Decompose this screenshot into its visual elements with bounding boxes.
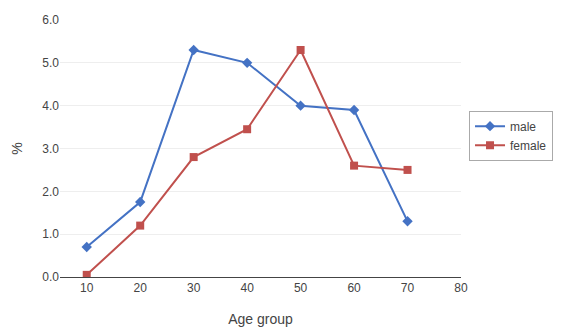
svg-text:1.0: 1.0 xyxy=(42,227,59,241)
svg-text:4.0: 4.0 xyxy=(42,99,59,113)
svg-text:6.0: 6.0 xyxy=(42,13,59,27)
svg-text:40: 40 xyxy=(240,281,254,295)
svg-text:70: 70 xyxy=(401,281,415,295)
svg-text:30: 30 xyxy=(187,281,201,295)
svg-text:5.0: 5.0 xyxy=(42,56,59,70)
svg-text:60: 60 xyxy=(347,281,361,295)
svg-text:Age group: Age group xyxy=(228,311,293,327)
svg-text:3.0: 3.0 xyxy=(42,142,59,156)
svg-text:female: female xyxy=(510,139,546,153)
svg-text:80: 80 xyxy=(454,281,468,295)
svg-text:50: 50 xyxy=(294,281,308,295)
svg-text:20: 20 xyxy=(134,281,148,295)
svg-text:%: % xyxy=(9,142,25,154)
svg-text:0.0: 0.0 xyxy=(42,270,59,284)
svg-text:male: male xyxy=(510,120,536,134)
svg-text:10: 10 xyxy=(80,281,94,295)
svg-text:2.0: 2.0 xyxy=(42,185,59,199)
